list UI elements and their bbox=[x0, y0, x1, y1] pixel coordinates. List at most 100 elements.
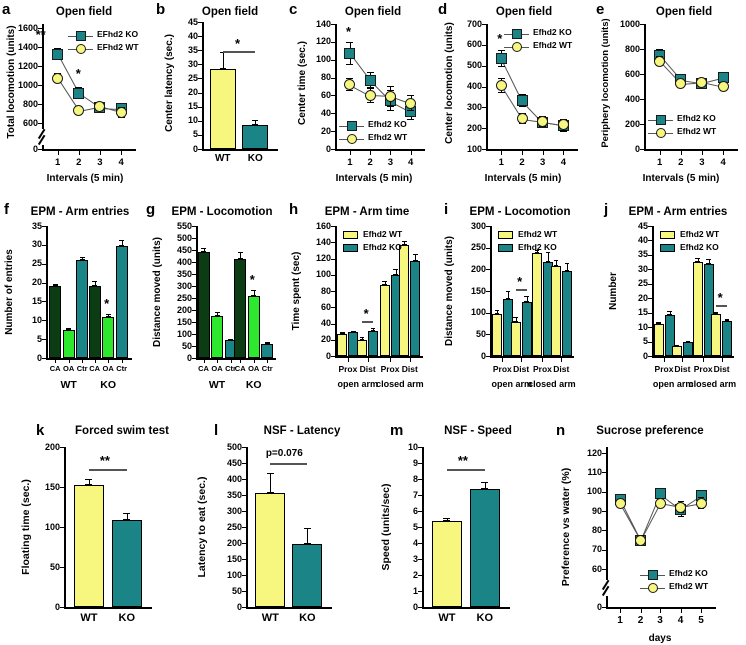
y-tick bbox=[648, 269, 652, 271]
legend-marker-circle bbox=[76, 44, 86, 54]
panel-letter-h: h bbox=[289, 201, 299, 218]
panel-letter-l: l bbox=[214, 422, 219, 439]
legend-dash bbox=[356, 126, 364, 128]
y-tick bbox=[648, 341, 652, 343]
error-bar-cap bbox=[346, 64, 354, 66]
y-tick-label: 100 bbox=[226, 569, 242, 580]
bar-Efhd2-KO-1 bbox=[682, 341, 693, 356]
y-tick-label: 0 bbox=[325, 143, 331, 154]
legend-swatch bbox=[343, 230, 358, 239]
y-tick-label: 400 bbox=[176, 256, 192, 267]
error-bar-cap bbox=[119, 244, 125, 246]
error-bar-stem bbox=[526, 295, 528, 302]
y-tick-label: 25 bbox=[31, 258, 42, 269]
panel-g: g EPM - Locomotion 0 50 100 150 200 250 300 350 40… bbox=[142, 200, 292, 415]
bar-WT-CA bbox=[197, 251, 210, 358]
y-tick-label: 45 bbox=[637, 220, 648, 231]
y-tick-label: 200 bbox=[470, 263, 486, 274]
x-tick bbox=[563, 151, 565, 155]
y-axis-label-e: Periphery locomotion (units) bbox=[600, 18, 611, 148]
y-tick bbox=[331, 95, 335, 97]
legend-label: Efhd2 WT bbox=[669, 581, 709, 591]
error-bar-cap bbox=[370, 329, 376, 331]
x-tick-label: Dist bbox=[359, 364, 376, 374]
y-tick bbox=[602, 549, 606, 551]
legend-dash bbox=[85, 36, 93, 38]
error-bar-stem bbox=[240, 251, 242, 260]
y-tick-label: 25 bbox=[187, 72, 198, 83]
category-label: OA bbox=[102, 364, 114, 373]
x-axis-label-a: Intervals (5 min) bbox=[46, 173, 124, 184]
y-tick bbox=[640, 99, 644, 100]
significance-bar bbox=[270, 463, 308, 465]
bar-Efhd2-WT-1 bbox=[671, 346, 682, 356]
x-tick bbox=[409, 358, 411, 362]
error-bar-stem bbox=[121, 240, 123, 246]
y-tick bbox=[60, 527, 64, 528]
bar-Efhd2-WT-2 bbox=[692, 261, 703, 356]
error-bar-cap bbox=[264, 342, 270, 344]
y-tick bbox=[60, 607, 64, 608]
y-tick-label: 100 bbox=[315, 54, 331, 65]
error-bar-cap bbox=[534, 249, 540, 251]
x-tick bbox=[203, 360, 205, 363]
legend-label: Efhd2 KO bbox=[518, 242, 557, 252]
data-point-circle bbox=[94, 100, 106, 112]
panel-title-m: NSF - Speed bbox=[444, 425, 512, 437]
y-axis bbox=[335, 226, 337, 356]
error-bar-cap bbox=[351, 330, 356, 332]
bar-WT bbox=[431, 520, 462, 607]
plot-area-k bbox=[64, 447, 150, 607]
y-tick-label: 200 bbox=[466, 122, 482, 133]
error-bar-cap bbox=[677, 515, 684, 517]
x-tick-label: 1 bbox=[656, 157, 663, 168]
bar-KO bbox=[111, 519, 142, 607]
y-tick bbox=[242, 607, 246, 608]
x-tick bbox=[680, 609, 682, 613]
legend-marker-square bbox=[656, 115, 666, 125]
panel-title-f: EPM - Arm entries bbox=[30, 206, 130, 218]
y-tick bbox=[648, 298, 652, 300]
bar-WT-Ctr bbox=[76, 259, 89, 358]
error-bar-stem bbox=[484, 482, 486, 490]
y-tick-label: 50 bbox=[231, 585, 242, 596]
error-bar-stem bbox=[255, 120, 257, 126]
error-bar-cap bbox=[386, 106, 394, 108]
y-tick bbox=[38, 149, 42, 150]
legend-item: EFhd2 WT bbox=[68, 41, 140, 54]
x-tick-label: 2 bbox=[519, 157, 525, 168]
legend-dash bbox=[657, 588, 665, 590]
legend-item: Efhd2 KO bbox=[640, 567, 720, 580]
data-point-circle bbox=[384, 90, 396, 102]
error-bar-cap bbox=[303, 527, 311, 529]
error-bar-cap bbox=[667, 313, 672, 315]
legend-dash bbox=[356, 139, 364, 141]
y-tick bbox=[60, 447, 64, 448]
y-tick-label: 300 bbox=[226, 505, 242, 516]
x-tick-label: Dist bbox=[713, 364, 730, 374]
y-tick bbox=[482, 128, 486, 130]
x-tick-label: Dist bbox=[553, 364, 570, 374]
x-tick bbox=[561, 358, 563, 362]
legend-label: EFhd2 WT bbox=[97, 42, 139, 52]
y-tick-label: 8 bbox=[412, 473, 418, 484]
panel-letter-a: a bbox=[2, 1, 11, 18]
y-tick bbox=[331, 258, 335, 260]
legend-dash bbox=[339, 126, 348, 128]
y-tick bbox=[192, 238, 196, 239]
bar-Efhd2-WT-1 bbox=[357, 339, 368, 356]
significance-bar bbox=[88, 469, 127, 472]
x-tick bbox=[57, 151, 59, 155]
panel-n: n Sucrose preference 0 60 70 80 90 100 110 120 1 2 3… bbox=[548, 415, 746, 645]
data-point-square bbox=[73, 87, 85, 99]
x-axis bbox=[644, 149, 738, 151]
panel-letter-d: d bbox=[438, 1, 448, 18]
y-axis-label-j: Number bbox=[608, 272, 619, 310]
y-tick-label: 160 bbox=[315, 220, 331, 231]
error-bar-stem bbox=[217, 312, 219, 316]
panel-f: f EPM - Arm entries 0 5 10 15 20 25 30 35 CA OA Ctr W… bbox=[0, 200, 145, 415]
y-tick bbox=[602, 453, 606, 454]
bar-Efhd2-KO-3 bbox=[561, 271, 572, 356]
y-tick bbox=[331, 131, 335, 133]
error-bar-stem bbox=[515, 317, 517, 323]
